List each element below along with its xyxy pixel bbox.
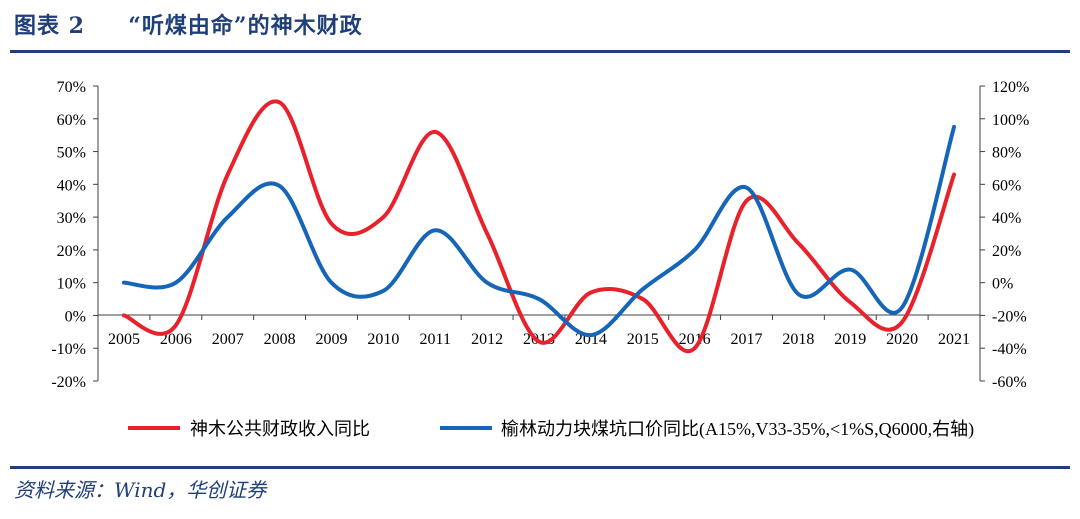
x-tick-label: 2010 — [367, 331, 399, 348]
right-tick-label: -60% — [992, 374, 1027, 391]
left-tick-label: 50% — [57, 145, 86, 162]
x-tick-label: 2019 — [834, 331, 866, 348]
right-tick-label: 20% — [992, 243, 1021, 260]
x-tick-label: 2018 — [782, 331, 814, 348]
left-tick-label: 30% — [57, 210, 86, 227]
left-tick-label: 20% — [57, 243, 86, 260]
left-tick-label: 0% — [65, 308, 86, 325]
legend-label-2: 榆林动力块煤坑口价同比(A15%,V33-35%,<1%S,Q6000,右轴) — [501, 419, 974, 440]
left-tick-label: 40% — [57, 177, 86, 194]
x-tick-label: 2011 — [420, 331, 451, 348]
figure-title: 图表 2 “听煤由命”的神木财政 — [14, 8, 363, 40]
left-tick-label: 10% — [57, 276, 86, 293]
right-tick-label: 40% — [992, 210, 1021, 227]
x-tick-label: 2005 — [108, 331, 140, 348]
x-tick-label: 2021 — [938, 331, 970, 348]
right-tick-label: 100% — [992, 112, 1029, 129]
right-tick-label: -20% — [992, 308, 1027, 325]
x-tick-label: 2017 — [731, 331, 763, 348]
left-tick-label: 60% — [57, 112, 86, 129]
x-tick-label: 2015 — [627, 331, 659, 348]
figure-heading: “听煤由命”的神木财政 — [128, 13, 363, 39]
x-tick-label: 2009 — [315, 331, 347, 348]
source-note: 资料来源：Wind，华创证券 — [14, 478, 267, 502]
x-tick-label: 2012 — [471, 331, 503, 348]
series-line-2 — [121, 124, 957, 338]
x-tick-label: 2007 — [212, 331, 244, 348]
x-tick-label: 2006 — [160, 331, 192, 348]
legend-label-1: 神木公共财政收入同比 — [190, 419, 370, 439]
right-tick-label: 120% — [992, 79, 1029, 96]
left-tick-label: -20% — [51, 374, 86, 391]
right-tick-label: 60% — [992, 177, 1021, 194]
figure-label: 图表 2 — [14, 13, 85, 39]
left-tick-label: 70% — [57, 79, 86, 96]
right-tick-label: 0% — [992, 276, 1013, 293]
x-tick-label: 2020 — [886, 331, 918, 348]
left-tick-label: -10% — [51, 341, 86, 358]
right-tick-label: -40% — [992, 341, 1027, 358]
right-tick-label: 80% — [992, 145, 1021, 162]
x-tick-label: 2008 — [264, 331, 296, 348]
series-line-1 — [121, 99, 957, 353]
footer-divider — [10, 466, 1070, 469]
header-divider — [10, 50, 1070, 53]
